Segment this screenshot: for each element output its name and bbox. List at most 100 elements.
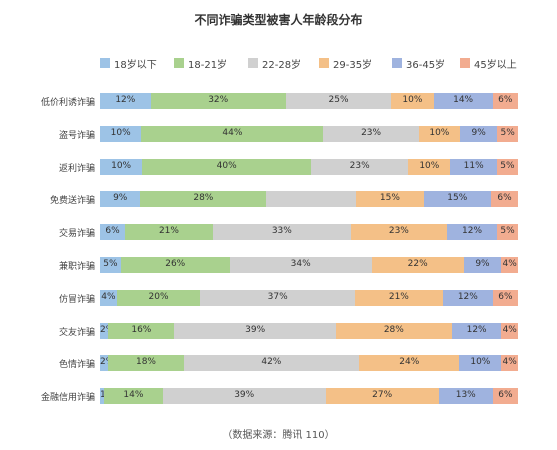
bar-segment: 9% (460, 125, 498, 142)
bar-segment: 28% (335, 322, 452, 339)
bar-segment: 9% (100, 191, 141, 208)
data-label: 10% (419, 160, 440, 171)
data-label: 20% (148, 291, 169, 302)
bar-segment: 4% (501, 257, 518, 273)
data-label: 9% (471, 127, 486, 138)
bar-segment: 10% (408, 158, 451, 175)
bar-segment: 39% (162, 388, 326, 405)
bar-segment: 13% (438, 388, 493, 405)
data-label: 39% (234, 390, 255, 401)
data-label: 12% (466, 324, 487, 335)
bar-segment: 4% (501, 322, 518, 339)
category-label: 交易诈骗 (58, 229, 95, 240)
bar-segment: 37% (200, 289, 355, 306)
bar-segment: 2% (100, 322, 114, 339)
bar-segment: 5% (497, 224, 518, 241)
data-label: 27% (372, 390, 393, 401)
category-label: 返利诈骗 (58, 163, 95, 174)
data-label: 4% (502, 324, 517, 335)
data-label: 21% (388, 291, 409, 302)
data-label: 5% (500, 226, 515, 237)
category-label: 仿冒诈骗 (58, 294, 95, 305)
bar-segment: 10% (391, 93, 434, 109)
data-label: 44% (222, 127, 243, 138)
bar-segment: 14% (433, 93, 493, 109)
bar-segment: 15% (423, 191, 492, 208)
bar-segment: 18% (108, 355, 184, 372)
data-label: 15% (447, 193, 468, 204)
bar-segment: 21% (354, 289, 443, 306)
bar-segment: 39% (174, 322, 336, 339)
bar-segment: 14% (104, 388, 163, 405)
data-label: 25% (328, 95, 349, 105)
bar-segment: 26% (120, 257, 230, 273)
data-label: 14% (123, 390, 144, 401)
data-label: 28% (193, 193, 214, 204)
legend-label: 18-21岁 (188, 60, 228, 71)
legend-swatch (460, 58, 470, 68)
bar-segment: 33% (212, 224, 351, 241)
category-label: 金融信用诈骗 (40, 393, 95, 404)
chart-title: 不同诈骗类型被害人年龄段分布 (194, 13, 363, 27)
data-label: 5% (500, 160, 515, 171)
bar-segment: 15% (356, 191, 424, 208)
bar-segment: 11% (450, 158, 497, 175)
data-label: 12% (457, 291, 478, 302)
legend-swatch (100, 58, 110, 68)
data-label: 6% (498, 291, 513, 302)
data-label: 12% (462, 226, 483, 237)
bar-segment: 6% (491, 191, 518, 208)
data-label: 21% (158, 226, 179, 237)
bar-segment: 4% (100, 289, 117, 306)
data-label: 13% (455, 390, 476, 401)
legend-label: 45岁以上 (474, 60, 517, 71)
data-label: 40% (216, 160, 237, 171)
bar-segment: 10% (418, 125, 461, 142)
legend-label: 22-28岁 (262, 60, 302, 71)
bar-segment: 5% (497, 125, 518, 142)
data-label: 10% (110, 127, 131, 138)
category-label: 交友诈骗 (58, 327, 95, 338)
data-label: 23% (388, 226, 409, 237)
bar-segment: 23% (311, 158, 409, 175)
data-label: 11% (463, 160, 484, 171)
data-label: 5% (500, 127, 515, 138)
data-label: 14% (453, 95, 474, 105)
legend-label: 29-35岁 (333, 60, 373, 71)
category-label: 盗号诈骗 (58, 130, 95, 141)
data-label: 28% (383, 324, 404, 335)
data-label: 6% (498, 95, 513, 105)
category-label: 免费送诈骗 (49, 196, 95, 207)
data-source-note: （数据来源：腾讯 110） (222, 430, 335, 441)
bar-segment: 42% (183, 355, 360, 372)
data-label: 32% (208, 95, 229, 105)
bar-segment: 6% (492, 289, 518, 306)
bar-segment: 16% (108, 322, 175, 339)
category-label: 兼职诈骗 (58, 262, 95, 272)
bar-segment: 40% (142, 158, 312, 175)
data-label: 10% (402, 95, 423, 105)
data-label: 34% (290, 259, 311, 269)
bar-segment: 9% (463, 257, 502, 273)
data-label: 10% (111, 160, 132, 171)
data-label: 16% (131, 324, 152, 335)
data-label: 4% (101, 291, 116, 302)
bar-segment: 25% (285, 93, 392, 109)
bar-segment: 5% (100, 257, 121, 273)
data-label: 22% (407, 259, 428, 269)
data-label: 15% (379, 193, 400, 204)
bar-segment: 10% (100, 125, 142, 142)
legend-swatch (392, 58, 402, 68)
bar-segment: 22% (371, 257, 464, 273)
bar-segment: 23% (350, 224, 447, 241)
category-label: 低价利诱诈骗 (40, 98, 95, 108)
bar-segment: 44% (141, 125, 324, 142)
legend-swatch (319, 58, 329, 68)
data-label: 23% (361, 127, 382, 138)
data-label: 24% (399, 357, 420, 368)
bar-segment: 10% (100, 158, 143, 175)
data-label: 42% (261, 357, 282, 368)
data-label: 9% (475, 259, 490, 269)
category-label: 色情诈骗 (58, 360, 95, 371)
